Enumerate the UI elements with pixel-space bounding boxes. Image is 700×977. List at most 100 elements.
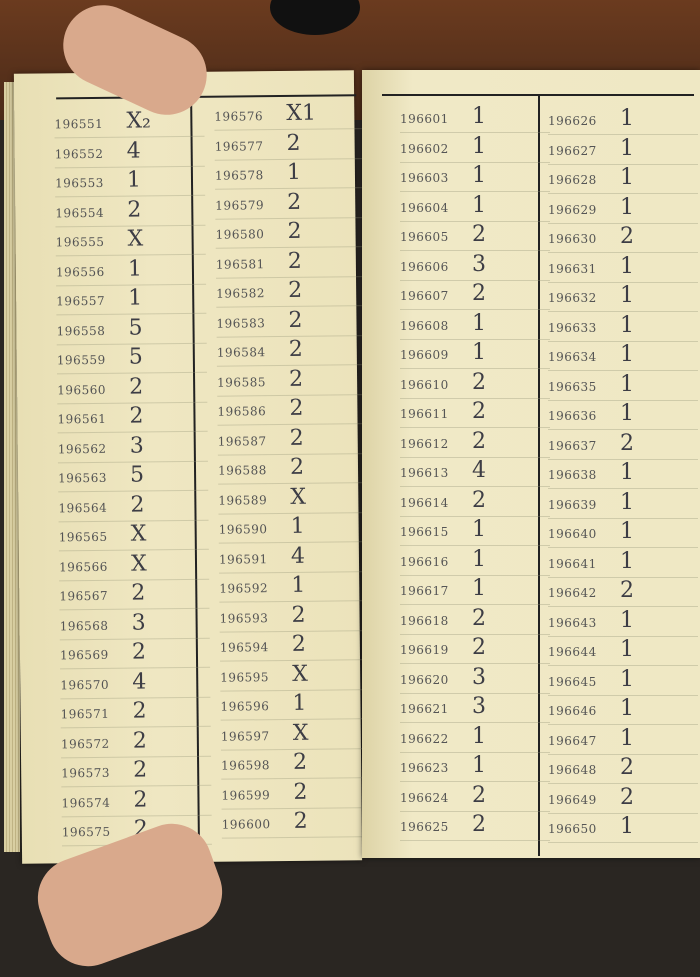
entry-number: 196645 [548,674,597,689]
ledger-row: 196641 1 [548,549,698,578]
entry-value: 5 [128,344,143,370]
entry-value: 1 [472,104,486,129]
entry-number: 196582 [216,286,266,301]
entry-number: 196636 [548,409,597,423]
entry-number: 196557 [56,293,106,309]
entry-number: 196631 [548,261,597,276]
entry-number: 196573 [61,765,111,781]
entry-value: 1 [620,548,634,574]
ledger-row: 196577 2 [214,129,365,161]
column-divider [538,96,540,856]
ledger-row: 196650 1 [548,814,698,843]
ledger-row: 196601 1 [400,104,550,133]
ledger-row: 196574 2 [61,786,212,817]
ledger-row: 196642 2 [548,578,698,607]
ledger-row: 196625 2 [400,812,550,841]
entry-value: 5 [129,462,145,488]
ledger-row: 196622 1 [400,724,550,753]
entry-number: 196590 [218,522,268,537]
entry-number: 196621 [400,702,449,716]
ledger-row: 196623 1 [400,753,550,782]
entry-value: 1 [292,690,307,716]
ledger-row: 196584 2 [216,336,367,367]
entry-value: 2 [291,602,306,628]
entry-value: 1 [620,460,634,485]
ledger-row: 196629 1 [548,195,698,224]
ledger-row: 196604 1 [400,193,550,222]
entry-number: 196566 [58,559,108,574]
entry-value: 2 [288,336,303,362]
entry-number: 196552 [54,146,104,161]
entry-number: 196600 [221,817,271,832]
entry-number: 196605 [400,230,449,244]
ledger-row: 196620 3 [400,665,550,694]
entry-number: 196599 [221,787,271,803]
entry-number: 196559 [56,352,106,368]
entry-number: 196574 [61,795,111,810]
entry-value: 1 [472,192,486,218]
ledger-row: 196616 1 [400,547,550,576]
ledger-row: 196639 1 [548,490,698,519]
entry-number: 196633 [548,320,597,335]
entry-value: 2 [293,779,308,805]
entry-value: 4 [290,543,306,569]
entry-number: 196589 [218,492,268,508]
entry-number: 196649 [548,792,597,807]
ledger-row: 196599 2 [221,778,372,810]
ledger-row: 196614 2 [400,488,550,517]
ledger-row: 196551 X₂ [54,107,205,139]
ledger-row: 196569 2 [59,638,211,670]
ledger-row: 196583 2 [216,306,367,338]
entry-value: 1 [127,255,143,282]
entry-value: 1 [286,159,302,185]
ledger-row: 196645 1 [548,667,698,696]
ledger-row: 196553 1 [54,166,206,198]
entry-number: 196565 [58,529,108,545]
ledger-row: 196608 1 [400,311,550,340]
entry-value: 4 [132,668,147,695]
entry-value: 2 [620,224,634,249]
ledger-row: 196602 1 [400,134,550,163]
entry-value: 1 [620,312,634,338]
entry-number: 196583 [216,315,266,331]
ledger-row: 196559 5 [56,343,208,375]
ledger-row: 196593 2 [219,601,370,633]
entry-value: 1 [472,133,486,159]
entry-value: 1 [472,310,486,336]
entry-number: 196560 [57,382,107,397]
entry-value: 2 [620,755,634,780]
ledger-row: 196626 1 [548,106,698,135]
entry-number: 196625 [400,820,449,834]
entry-number: 196613 [400,466,449,480]
entry-value: 1 [620,283,634,308]
entry-number: 196622 [400,731,449,746]
ledger-row: 196580 2 [215,218,366,249]
ledger-row: 196595 X [220,660,371,692]
header-rule [56,94,357,100]
ledger-row: 196635 1 [548,372,698,401]
entry-value: 2 [289,425,304,451]
entry-number: 196558 [56,323,106,338]
ledger-row: 196562 3 [57,432,208,463]
entry-value: 3 [472,251,486,277]
entry-value: 2 [620,430,634,456]
ledger-row: 196630 2 [548,224,698,253]
ledger-row: 196606 3 [400,252,550,281]
entry-number: 196635 [548,379,597,394]
entry-number: 196624 [400,790,449,805]
entry-number: 196602 [400,141,449,156]
entry-number: 196551 [54,116,104,132]
ledger-row: 196590 1 [218,513,369,544]
ledger-row: 196594 2 [219,631,371,662]
entry-number: 196591 [218,551,268,567]
entry-number: 196572 [60,736,110,751]
ledger-row: 196552 4 [54,137,205,168]
ledger-row: 196646 1 [548,696,698,725]
ledger-row: 196565 X [58,520,209,552]
entry-value: 4 [126,137,141,164]
entry-value: 2 [472,281,486,306]
entry-number: 196614 [400,495,449,510]
entry-number: 196579 [215,197,265,213]
entry-value: X [130,521,147,547]
entry-value: 2 [472,782,486,808]
